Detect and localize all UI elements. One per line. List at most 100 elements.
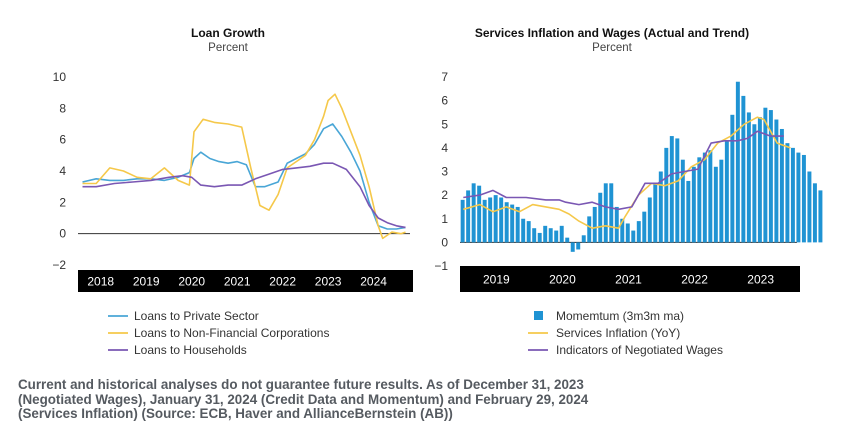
momentum-bar [570, 242, 575, 252]
x-tick-label: 2020 [178, 275, 205, 289]
momentum-bar [510, 204, 515, 243]
x-tick-label: 2020 [549, 273, 576, 287]
momentum-bar [526, 221, 531, 243]
legend: Momemtum (3m3m ma) Services Inflation (Yo… [528, 309, 723, 357]
y-tick-label: 10 [53, 70, 67, 84]
y-tick-label: 1 [441, 212, 448, 226]
y-tick-label: −2 [52, 258, 66, 272]
momentum-bar [746, 112, 751, 243]
momentum-bar [499, 197, 504, 243]
momentum-bar [620, 218, 625, 243]
y-tick-label: 6 [59, 133, 66, 147]
chart-1: Loan Growth Percent −2 0 2 4 6 8 10 2018 2019 2020 2… [52, 26, 413, 357]
legend-label: Loans to Private Sector [134, 309, 259, 323]
momentum-bar [609, 183, 614, 243]
momentum-bar [790, 147, 795, 243]
momentum-bar [559, 225, 564, 243]
momentum-bar [774, 119, 779, 243]
momentum-bar [554, 230, 559, 243]
x-tick-label: 2021 [615, 273, 642, 287]
y-tick-label: 3 [441, 165, 448, 179]
momentum-bar [757, 117, 762, 243]
momentum-bar [713, 166, 718, 243]
momentum-bar [548, 228, 553, 243]
momentum-bar [642, 211, 647, 243]
momentum-bar [779, 128, 784, 243]
y-tick-label: 6 [441, 94, 448, 108]
chart-title: Services Inflation and Wages (Actual and… [475, 26, 749, 40]
chart-title: Loan Growth [191, 26, 265, 40]
momentum-bar [592, 206, 597, 243]
momentum-bar [763, 107, 768, 243]
momentum-bar [697, 157, 702, 243]
legend-label: Indicators of Negotiated Wages [556, 343, 723, 357]
momentum-bar [532, 228, 537, 243]
x-tick-label: 2023 [747, 273, 774, 287]
momentum-bar [730, 114, 735, 243]
momentum-bar [598, 192, 603, 243]
momentum-bar [653, 183, 658, 243]
footnote-line-1: Current and historical analyses do not g… [18, 377, 584, 392]
chart-subtitle: Percent [208, 42, 248, 54]
momentum-bar [669, 136, 674, 243]
legend-swatch [534, 311, 543, 320]
momentum-bar [581, 235, 586, 243]
x-tick-label: 2022 [269, 275, 296, 289]
momentum-bar [807, 171, 812, 243]
momentum-bar [796, 152, 801, 243]
momentum-bar [768, 110, 773, 243]
legend-label: Momemtum (3m3m ma) [556, 309, 684, 323]
charts-canvas: Loan Growth Percent −2 0 2 4 6 8 10 2018 2019 2020 2… [52, 26, 823, 357]
momentum-bar [785, 143, 790, 243]
legend-label: Loans to Households [134, 343, 247, 357]
momentum-bar [686, 180, 691, 243]
y-tick-label: 2 [59, 195, 66, 209]
y-tick-label: 8 [59, 101, 66, 115]
momentum-bar [603, 183, 608, 243]
x-tick-label: 2019 [483, 273, 510, 287]
momentum-bar [724, 140, 729, 243]
momentum-bar [504, 202, 509, 243]
momentum-bar [565, 237, 570, 243]
momentum-bar [647, 197, 652, 243]
momentum-bar [636, 221, 641, 243]
x-tick-label: 2024 [360, 275, 387, 289]
x-tick-label: 2021 [224, 275, 251, 289]
momentum-bar [675, 138, 680, 243]
legend-label: Loans to Non-Financial Corporations [134, 326, 329, 340]
footnote-line-3: (Services Inflation) (Source: ECB, Haver… [18, 406, 453, 422]
y-tick-label: 4 [441, 141, 448, 155]
momentum-bar [477, 185, 482, 243]
y-tick-label: 2 [441, 188, 448, 202]
momentum-bar [576, 242, 581, 250]
momentum-bar [658, 171, 663, 243]
momentum-bar [521, 218, 526, 243]
momentum-bar [801, 154, 806, 243]
momentum-bar [691, 166, 696, 243]
momentum-bar [493, 195, 498, 243]
chart-2: Services Inflation and Wages (Actual and… [434, 26, 823, 357]
series-line-services-inflation-yoy- [463, 116, 791, 229]
series-line-loans-to-non-financial-corporations [82, 93, 406, 240]
legend: Loans to Private Sector Loans to Non-Fina… [108, 309, 329, 357]
x-tick-label: 2023 [315, 275, 342, 289]
momentum-bar [587, 216, 592, 243]
momentum-bar [488, 197, 493, 243]
x-tick-label: 2022 [681, 273, 708, 287]
legend-label: Services Inflation (YoY) [556, 326, 680, 340]
momentum-bar [537, 232, 542, 243]
momentum-bar [702, 152, 707, 243]
series-line-loans-to-households [82, 162, 406, 229]
momentum-bar [460, 199, 465, 243]
momentum-bar [466, 190, 471, 243]
x-tick-label: 2018 [87, 275, 114, 289]
footnote: Current and historical analyses do not g… [18, 377, 838, 422]
momentum-bar [631, 230, 636, 243]
y-tick-label: 0 [59, 227, 66, 241]
y-tick-label: 4 [59, 164, 66, 178]
momentum-bar [812, 183, 817, 243]
y-tick-label: 7 [441, 70, 448, 84]
momentum-bar [543, 225, 548, 243]
x-axis-band [460, 266, 800, 292]
x-tick-label: 2019 [133, 275, 160, 289]
